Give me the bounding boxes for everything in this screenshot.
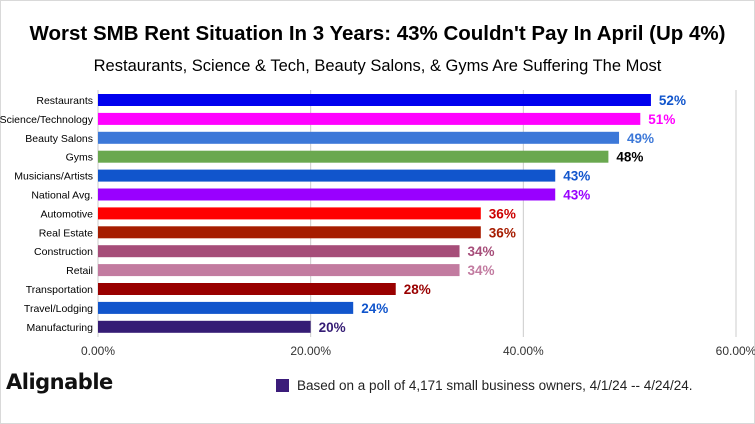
category-label: Travel/Lodging [24, 303, 93, 315]
bar [98, 207, 481, 220]
data-label: 43% [563, 169, 590, 184]
alignable-logo: Alignable [6, 370, 113, 394]
x-tick-label: 0.00% [81, 344, 115, 358]
bar [98, 131, 620, 144]
category-label: Restaurants [36, 95, 93, 107]
data-label: 36% [489, 225, 516, 240]
category-label: Beauty Salons [25, 133, 93, 145]
bar [98, 320, 311, 333]
category-label: Manufacturing [26, 322, 93, 334]
data-label: 52% [659, 93, 686, 108]
bar [98, 283, 396, 295]
bar [98, 301, 354, 314]
data-label: 24% [361, 301, 388, 316]
legend-swatch [276, 379, 289, 392]
data-label: 34% [468, 263, 495, 278]
chart-subtitle: Restaurants, Science & Tech, Beauty Salo… [93, 57, 662, 75]
legend-text: Based on a poll of 4,171 small business … [297, 378, 693, 393]
data-label: 51% [648, 112, 675, 127]
bar [98, 188, 556, 201]
data-label: 49% [627, 131, 654, 146]
legend: Based on a poll of 4,171 small business … [276, 378, 693, 393]
bar [98, 150, 609, 163]
category-label: Musicians/Artists [14, 171, 93, 183]
bar [98, 112, 641, 125]
data-label: 28% [404, 282, 431, 297]
bar [98, 264, 460, 277]
category-label: Gyms [66, 152, 93, 164]
x-tick-label: 20.00% [290, 344, 331, 358]
chart-title: Worst SMB Rent Situation In 3 Years: 43%… [29, 22, 726, 45]
category-label: Retail [66, 265, 93, 277]
category-label: Transportation [26, 284, 93, 296]
bar [98, 245, 460, 258]
category-label: Science/Technology [0, 114, 94, 126]
x-tick-label: 60.00% [716, 344, 755, 358]
data-label: 34% [468, 244, 495, 259]
data-label: 36% [489, 206, 516, 221]
category-label: Construction [34, 246, 93, 258]
bar [98, 94, 651, 106]
category-label: Real Estate [39, 227, 93, 239]
category-label: National Avg. [31, 190, 93, 202]
data-label: 43% [563, 188, 590, 203]
bar [98, 169, 556, 182]
bar [98, 226, 481, 239]
category-label: Automotive [40, 208, 93, 220]
x-tick-label: 40.00% [503, 344, 544, 358]
data-label: 48% [616, 150, 643, 165]
data-label: 20% [319, 320, 346, 335]
